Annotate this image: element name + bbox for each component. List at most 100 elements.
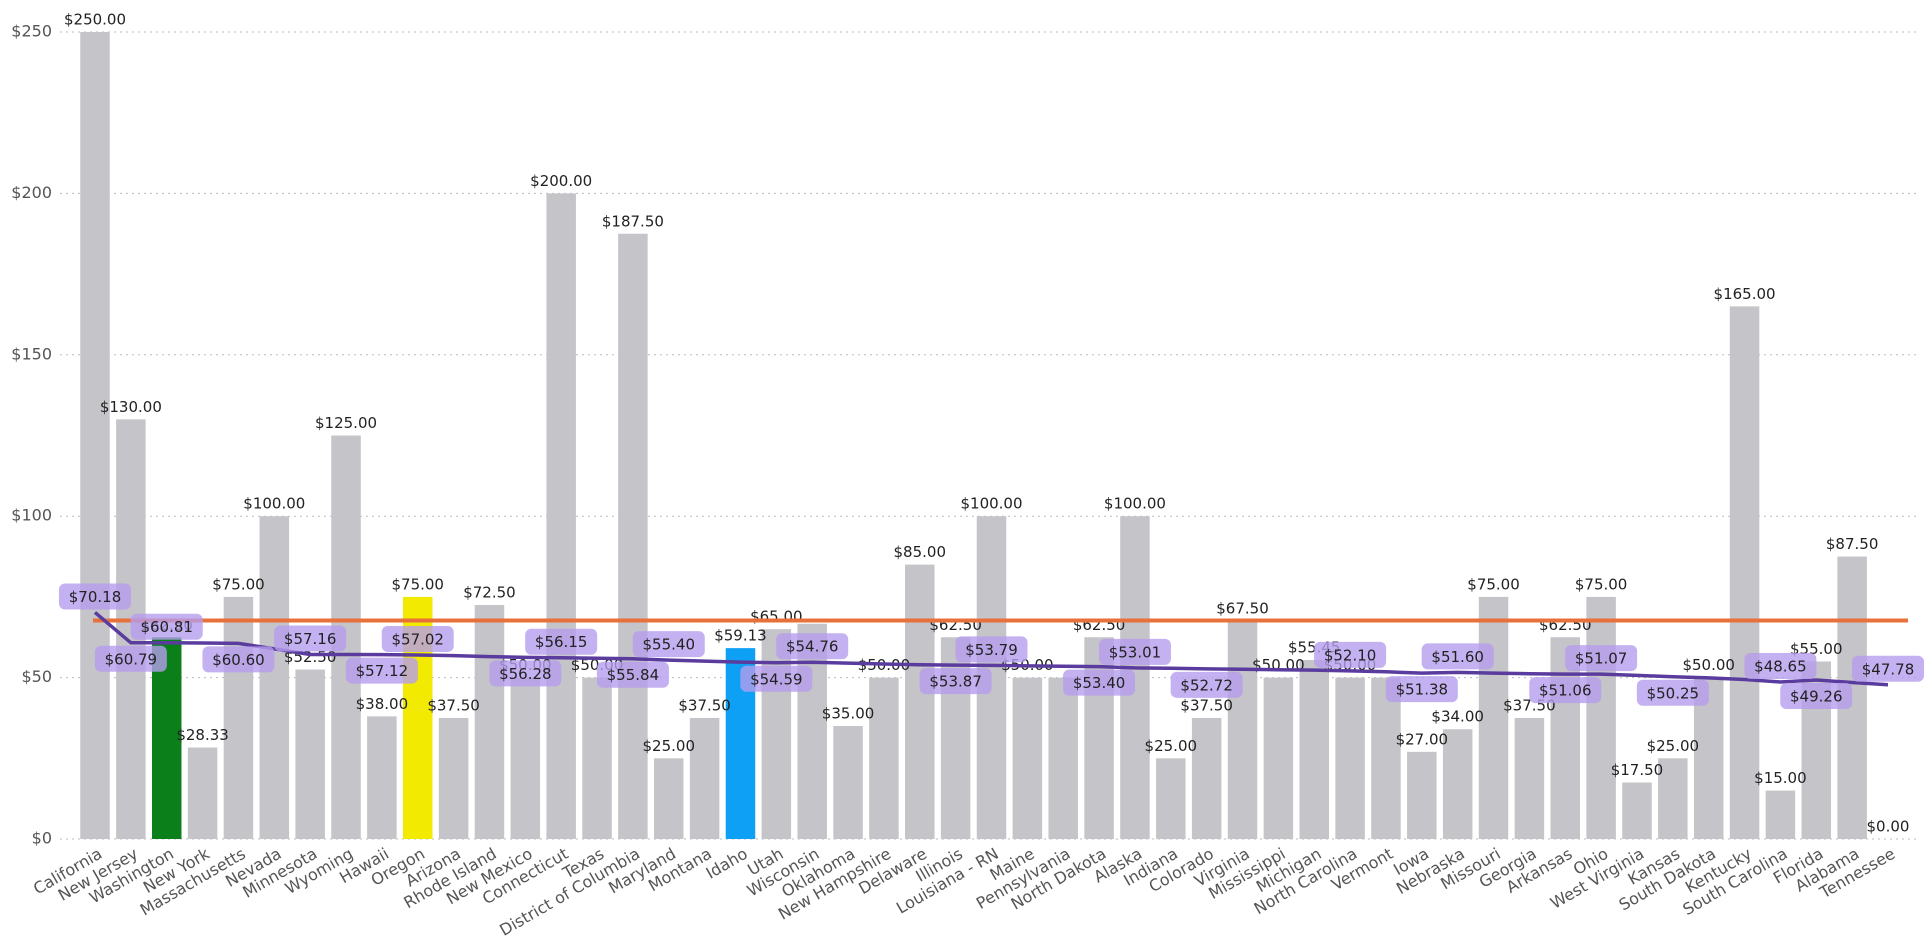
- trend-label-box: [1636, 679, 1709, 706]
- bar: [582, 677, 612, 839]
- trend-label-text: $70.18: [69, 588, 122, 606]
- trend-label: $54.59: [740, 665, 813, 692]
- data-label: $62.50: [1539, 616, 1592, 634]
- data-label: $27.00: [1396, 730, 1449, 748]
- trend-label: $53.79: [955, 636, 1028, 663]
- trend-label-text: $53.87: [929, 673, 982, 691]
- trend-label: $50.25: [1636, 679, 1709, 706]
- bar: [1622, 782, 1652, 839]
- data-label: $72.50: [463, 583, 516, 601]
- data-label: $38.00: [356, 695, 409, 713]
- data-label: $59.13: [714, 627, 767, 645]
- data-label: $62.50: [929, 616, 982, 634]
- trend-label-box: [1098, 638, 1171, 665]
- trend-label: $52.10: [1314, 641, 1387, 668]
- data-label: $187.50: [602, 212, 664, 230]
- bar: [223, 596, 254, 839]
- bar: [1478, 596, 1509, 839]
- data-label: $37.50: [678, 696, 731, 714]
- trend-label: $57.16: [274, 625, 347, 652]
- trend-label: $55.84: [596, 661, 669, 688]
- data-label: $75.00: [1467, 575, 1520, 593]
- trend-label: $57.12: [345, 657, 418, 684]
- trend-label-box: [94, 645, 167, 672]
- trend-label-text: $51.60: [1431, 648, 1484, 666]
- data-label: $75.00: [391, 575, 444, 593]
- bar: [1335, 677, 1365, 839]
- trend-label-box: [596, 661, 669, 688]
- trend-label: $60.60: [202, 646, 275, 673]
- bar: [654, 758, 684, 839]
- y-tick-label: $0: [32, 829, 52, 848]
- bar: [259, 516, 290, 839]
- data-label: $0.00: [1867, 818, 1910, 836]
- trend-label: $53.01: [1098, 638, 1171, 665]
- trend-label-text: $52.72: [1180, 676, 1233, 694]
- bar: [940, 637, 971, 839]
- trend-label-text: $54.76: [786, 638, 839, 656]
- data-label: $50.00: [1682, 656, 1735, 674]
- data-label: $67.50: [1216, 600, 1269, 618]
- data-label: $28.33: [176, 726, 229, 744]
- trend-label: $54.76: [776, 633, 849, 660]
- data-label: $165.00: [1714, 285, 1776, 303]
- bar: [1514, 717, 1545, 839]
- trend-label-box: [1780, 682, 1853, 709]
- trend-label: $49.26: [1780, 682, 1853, 709]
- bar: [905, 564, 935, 839]
- trend-label-box: [1063, 669, 1136, 696]
- trend-label-box: [740, 665, 813, 692]
- bar: [761, 629, 792, 839]
- data-label: $100.00: [960, 495, 1022, 513]
- data-label: $25.00: [643, 737, 696, 755]
- trend-label: $60.79: [94, 645, 167, 672]
- trend-label-text: $57.16: [284, 630, 337, 648]
- trend-label: $56.28: [489, 660, 562, 687]
- bar: [295, 669, 325, 839]
- bar: [869, 677, 899, 839]
- bar: [1658, 758, 1688, 839]
- bar: [618, 233, 648, 839]
- data-label: $25.00: [1647, 737, 1700, 755]
- trend-label: $51.38: [1385, 676, 1458, 703]
- trend-label-box: [919, 668, 992, 695]
- trend-label: $70.18: [59, 583, 131, 610]
- trend-label: $55.40: [632, 631, 705, 658]
- bar: [1191, 717, 1222, 839]
- trend-label-text: $48.65: [1754, 657, 1807, 675]
- bar: [1729, 306, 1760, 839]
- data-label: $100.00: [1104, 495, 1166, 513]
- trend-label: $53.87: [919, 668, 992, 695]
- trend-label-box: [632, 631, 705, 658]
- y-tick-label: $250: [11, 22, 52, 41]
- y-tick-label: $50: [21, 667, 52, 686]
- bar: [1263, 677, 1294, 839]
- data-label: $65.00: [750, 608, 803, 626]
- trend-label: $51.07: [1565, 645, 1638, 672]
- trend-label: $53.40: [1063, 669, 1136, 696]
- trend-label-box: [1744, 652, 1817, 679]
- trend-label-box: [345, 657, 418, 684]
- trend-label-text: $51.06: [1539, 682, 1592, 700]
- bar: [1048, 677, 1078, 839]
- data-label: $17.50: [1611, 761, 1664, 779]
- y-tick-label: $150: [11, 344, 52, 363]
- trend-label-box: [955, 636, 1028, 663]
- trend-label-box: [1314, 641, 1387, 668]
- data-label: $125.00: [315, 414, 377, 432]
- bar: [833, 726, 863, 839]
- trend-label-text: $47.78: [1862, 660, 1915, 678]
- bar: [546, 193, 576, 839]
- data-label: $75.00: [212, 575, 265, 593]
- trend-label-box: [1852, 655, 1924, 682]
- trend-label-text: $60.79: [105, 650, 158, 668]
- trend-label: $47.78: [1852, 655, 1924, 682]
- trend-label-box: [274, 625, 347, 652]
- trend-label-text: $51.07: [1575, 650, 1628, 668]
- data-label: $200.00: [530, 172, 592, 190]
- trend-label-text: $57.02: [391, 630, 444, 648]
- data-label: $87.50: [1826, 535, 1879, 553]
- bar: [438, 717, 469, 839]
- trend-label-box: [381, 625, 454, 652]
